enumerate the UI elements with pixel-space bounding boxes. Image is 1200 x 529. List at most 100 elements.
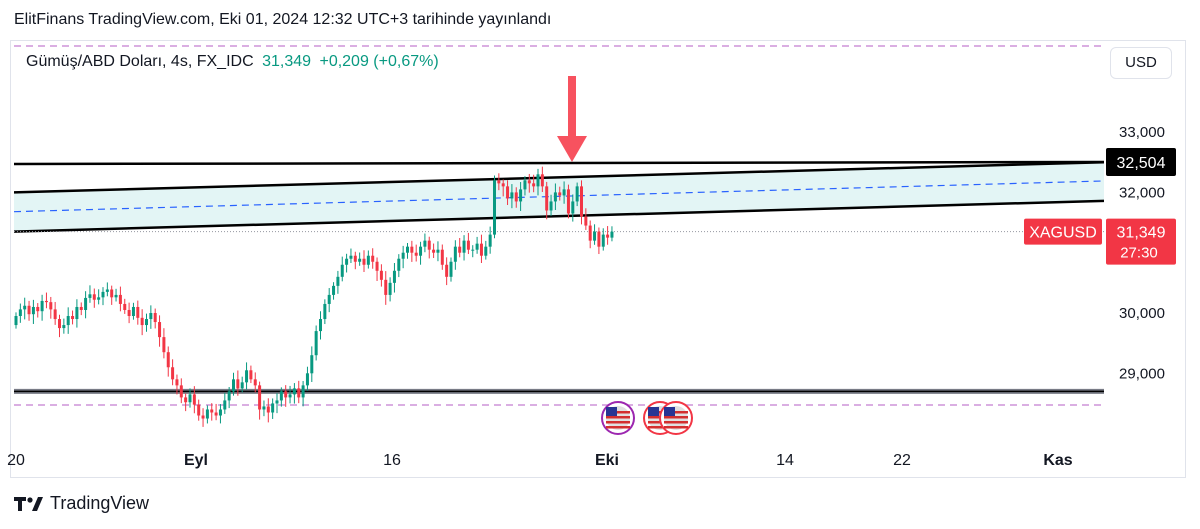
candle <box>388 277 392 302</box>
candle <box>305 366 309 391</box>
price-axis: 33,000 32,000 30,000 29,000 <box>1119 124 1165 382</box>
candle <box>114 288 118 302</box>
candle <box>423 233 427 253</box>
candle-body <box>145 319 148 326</box>
candle <box>501 179 505 197</box>
candle <box>314 325 318 361</box>
candle-body <box>188 394 192 403</box>
candle-body <box>58 319 61 329</box>
candle-body <box>201 415 205 419</box>
candle-body <box>118 294 122 304</box>
flag-canton <box>606 407 617 416</box>
candle-body <box>419 246 423 256</box>
flag-stripe <box>664 411 688 414</box>
candle-body <box>240 382 244 389</box>
candle-body <box>210 409 214 413</box>
channel-lower-line[interactable] <box>14 199 1104 233</box>
candle <box>475 236 479 254</box>
candle <box>362 250 366 272</box>
candle-body <box>406 246 409 253</box>
flag-canton <box>664 407 675 416</box>
footer-brand[interactable]: TradingView <box>14 493 149 514</box>
candle-body <box>532 183 536 187</box>
candle-body <box>71 316 75 320</box>
candle <box>118 286 122 312</box>
candle <box>323 299 327 325</box>
candle <box>223 392 227 414</box>
candle <box>140 309 144 336</box>
candle <box>562 181 566 204</box>
candle <box>192 386 196 414</box>
candle <box>584 208 588 230</box>
candle-body <box>105 289 109 292</box>
candle-body <box>97 297 101 300</box>
candle <box>297 380 301 404</box>
candle-body <box>436 249 440 253</box>
candle-body <box>284 391 288 398</box>
candle <box>18 303 22 323</box>
candle-body <box>580 186 583 217</box>
candle <box>606 226 610 245</box>
us-flag-event-icon[interactable] <box>601 401 635 435</box>
candle-body <box>553 192 557 202</box>
candle <box>131 302 135 320</box>
us-flag-event-icon[interactable] <box>659 401 693 435</box>
published-caption: ElitFinans TradingView.com, Eki 01, 2024… <box>14 11 552 28</box>
candle-body <box>362 258 366 265</box>
candle-body <box>514 192 518 202</box>
candle <box>162 328 166 359</box>
candle-body <box>410 246 414 253</box>
candle-body <box>301 385 305 398</box>
candle-body <box>245 370 249 383</box>
flag-stripe <box>664 421 688 424</box>
candle-body <box>466 240 470 250</box>
x-tick-label: 20 <box>7 452 25 469</box>
candle <box>71 310 75 325</box>
symbol-name: Gümüş/ABD Doları, 4s, FX_IDC <box>26 53 254 70</box>
candle <box>258 381 262 420</box>
currency-button[interactable]: USD <box>1110 47 1172 79</box>
candle <box>97 289 101 305</box>
candle-body <box>310 355 314 374</box>
candle-body <box>158 322 162 338</box>
candle <box>462 235 466 261</box>
resistance-line[interactable] <box>14 160 1104 166</box>
candle <box>336 270 340 294</box>
candle-body <box>601 234 605 247</box>
candle <box>301 381 305 407</box>
candle-body <box>349 255 353 259</box>
candle-body <box>571 201 575 214</box>
candle <box>523 176 527 196</box>
candle <box>466 232 470 255</box>
candle <box>275 393 279 414</box>
flag-stripe <box>606 416 630 419</box>
flag-stripe <box>606 411 630 414</box>
symbol-tag: XAGUSD <box>1029 225 1097 242</box>
candle-body <box>88 294 92 298</box>
candle <box>158 315 162 347</box>
symbol-legend[interactable]: Gümüş/ABD Doları, 4s, FX_IDC 31,349 +0,2… <box>26 53 439 71</box>
candle-body <box>488 234 492 247</box>
channel-fill <box>14 162 1104 232</box>
candle <box>110 285 114 305</box>
candle-body <box>314 331 318 356</box>
candle <box>371 248 375 269</box>
ascending-channel <box>14 161 1104 233</box>
tradingview-logo-icon <box>14 496 43 511</box>
channel-upper-line[interactable] <box>14 161 1104 194</box>
candle <box>445 257 449 286</box>
candle-body <box>510 192 514 199</box>
candle <box>514 187 518 208</box>
candle <box>88 285 92 303</box>
chart-panel[interactable] <box>10 40 1186 478</box>
candle-body <box>253 379 257 386</box>
candle-body <box>218 409 222 416</box>
candle <box>327 288 331 313</box>
candle-body <box>597 231 601 247</box>
candle <box>497 173 501 191</box>
x-tick-label: 14 <box>776 452 794 469</box>
candle-body <box>166 352 170 368</box>
candle <box>288 385 292 404</box>
flag-stripe <box>648 426 672 429</box>
